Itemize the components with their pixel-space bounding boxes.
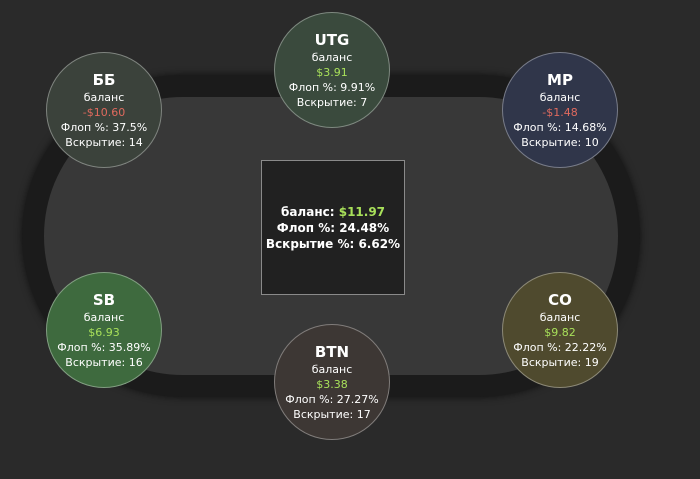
seat: MP баланс -$1.48 Флоп %: 14.68% Вскрытие: 10 bbox=[502, 52, 618, 168]
seat-name: ББ bbox=[92, 70, 116, 89]
showdown-stat: Вскрытие: 10 bbox=[521, 135, 599, 149]
showdown-stat: Вскрытие: 14 bbox=[65, 135, 143, 149]
seat: UTG баланс $3.91 Флоп %: 9.91% Вскрытие: 7 bbox=[274, 12, 390, 128]
balance-value: $6.93 bbox=[88, 325, 120, 339]
balance-label: баланс bbox=[539, 310, 581, 324]
balance-value: $9.82 bbox=[544, 325, 576, 339]
summary-box: баланс: $11.97 Флоп %: 24.48% Вскрытие %… bbox=[261, 160, 405, 295]
balance-label: баланс bbox=[83, 310, 125, 324]
balance-label: баланс: bbox=[280, 204, 335, 219]
balance-label: баланс bbox=[311, 50, 353, 64]
balance-value: $3.38 bbox=[316, 377, 348, 391]
seat: CO баланс $9.82 Флоп %: 22.22% Вскрытие: 19 bbox=[502, 272, 618, 388]
seat: ББ баланс -$10.60 Флоп %: 37.5% Вскрытие: 14 bbox=[46, 52, 162, 168]
flop-stat: Флоп %: 14.68% bbox=[513, 120, 607, 134]
flop-stat: Флоп %: 35.89% bbox=[57, 340, 151, 354]
showdown-stat: Вскрытие: 17 bbox=[293, 407, 371, 421]
seat: SB баланс $6.93 Флоп %: 35.89% Вскрытие: 16 bbox=[46, 272, 162, 388]
flop-stat: Флоп %: 27.27% bbox=[285, 392, 379, 406]
seat-name: BTN bbox=[314, 342, 350, 361]
summary-flop: Флоп %: 24.48% bbox=[276, 220, 390, 235]
flop-stat: Флоп %: 9.91% bbox=[288, 80, 376, 94]
balance-value: $3.91 bbox=[316, 65, 348, 79]
summary-balance: баланс: $11.97 bbox=[281, 204, 385, 220]
showdown-stat: Вскрытие: 19 bbox=[521, 355, 599, 369]
balance-label: баланс bbox=[311, 362, 353, 376]
balance-value: -$10.60 bbox=[82, 105, 126, 119]
seat-name: MP bbox=[547, 70, 573, 89]
seat-name: CO bbox=[548, 290, 572, 309]
showdown-stat: Вскрытие: 16 bbox=[65, 355, 143, 369]
balance-label: баланс bbox=[539, 90, 581, 104]
summary-showdown: Вскрытие %: 6.62% bbox=[265, 236, 401, 251]
balance-label: баланс bbox=[83, 90, 125, 104]
showdown-stat: Вскрытие: 7 bbox=[296, 95, 368, 109]
seat: BTN баланс $3.38 Флоп %: 27.27% Вскрытие: 17 bbox=[274, 324, 390, 440]
flop-stat: Флоп %: 22.22% bbox=[513, 340, 607, 354]
flop-stat: Флоп %: 37.5% bbox=[60, 120, 148, 134]
balance-value: $11.97 bbox=[338, 204, 386, 219]
seat-name: UTG bbox=[314, 30, 350, 49]
seat-name: SB bbox=[92, 290, 116, 309]
balance-value: -$1.48 bbox=[542, 105, 578, 119]
